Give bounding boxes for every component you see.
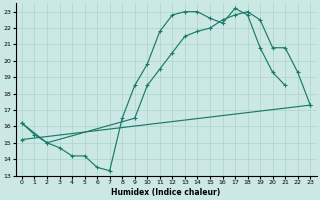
X-axis label: Humidex (Indice chaleur): Humidex (Indice chaleur)	[111, 188, 221, 197]
